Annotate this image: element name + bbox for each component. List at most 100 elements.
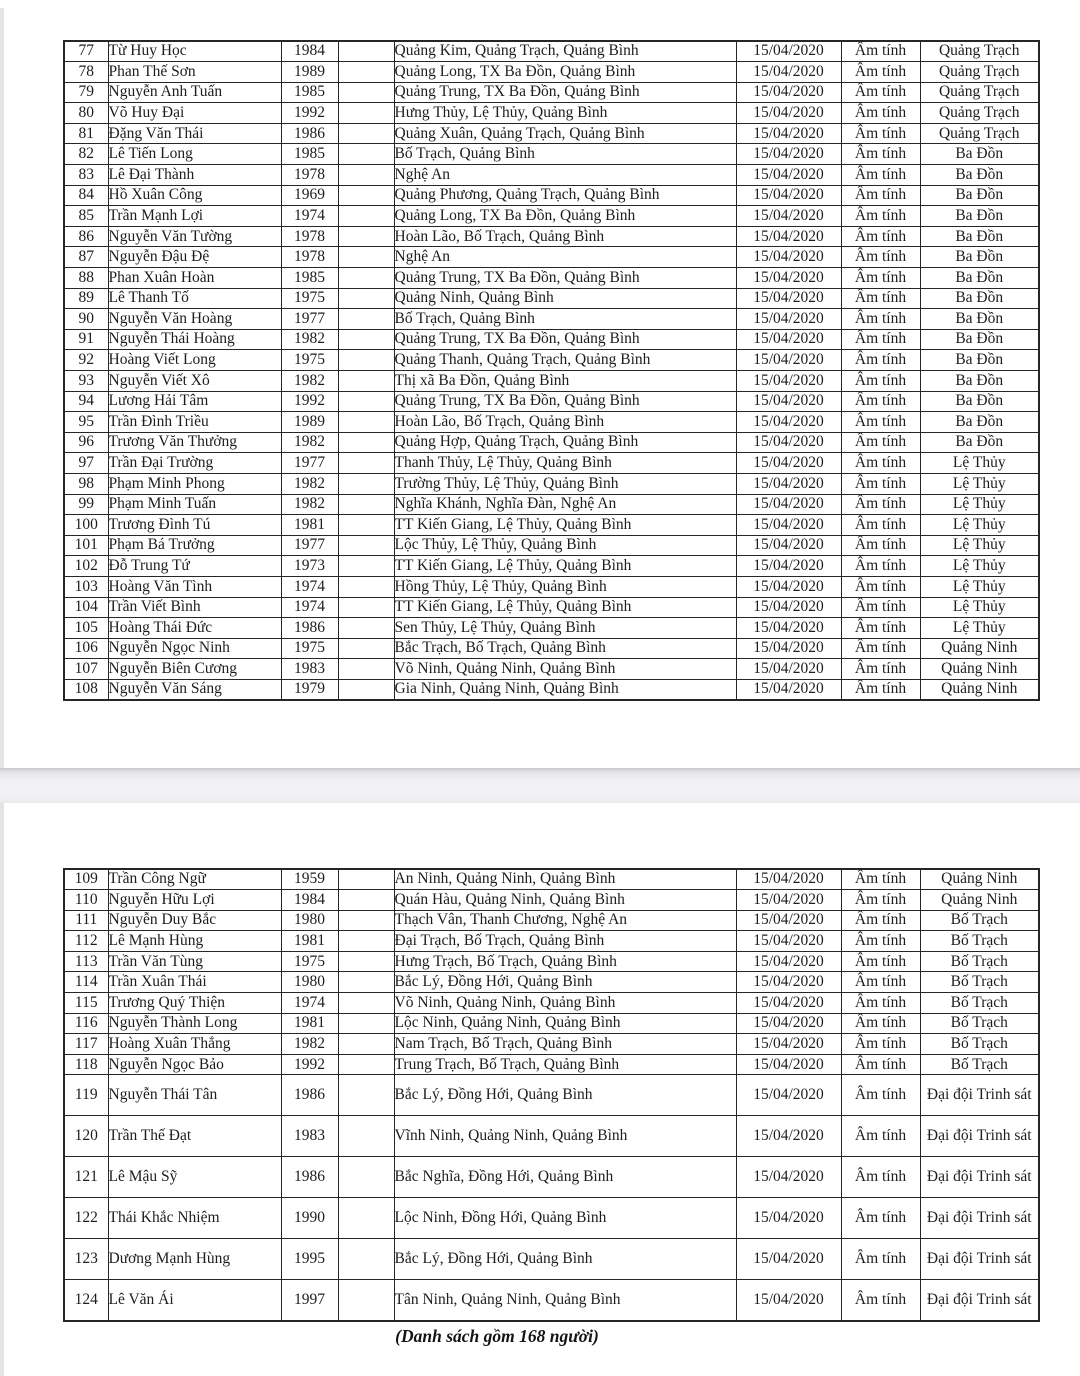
cell-unit: Ba Đồn bbox=[919, 370, 1040, 392]
cell-result: Âm tính bbox=[840, 1074, 921, 1117]
cell-year: 1975 bbox=[280, 349, 339, 371]
cell-address: Bắc Lý, Đồng Hới, Quảng Bình bbox=[393, 1238, 737, 1281]
cell-address: Sen Thủy, Lệ Thủy, Quảng Bình bbox=[393, 617, 737, 639]
cell-stt: 82 bbox=[63, 143, 109, 166]
cell-year: 1975 bbox=[280, 637, 339, 660]
table-row: 92 Hoàng Viết Long 1975 Quảng Thanh, Quảng … bbox=[63, 349, 1040, 371]
table-row: 98 Phạm Minh Phong 1982 Trường Thủy, Lệ Thủ… bbox=[63, 472, 1040, 495]
cell-unit: Ba Đồn bbox=[919, 143, 1040, 166]
cell-stt: 87 bbox=[63, 246, 109, 269]
cell-result: Âm tính bbox=[840, 637, 921, 660]
cell-name: Hoàng Thái Đức bbox=[107, 617, 282, 639]
cell-year: 1985 bbox=[280, 81, 339, 104]
cell-stt: 97 bbox=[63, 452, 109, 474]
cell-unit: Bố Trạch bbox=[919, 1012, 1040, 1035]
cell-empty bbox=[337, 596, 395, 619]
cell-name: Hồ Xuân Công bbox=[107, 184, 282, 207]
cell-unit: Quảng Ninh bbox=[919, 637, 1040, 660]
cell-empty bbox=[337, 514, 395, 536]
table-row: 84 Hồ Xuân Công 1969 Quảng Phương, Quảng Tr… bbox=[63, 184, 1040, 207]
table-row: 117 Hoàng Xuân Thắng 1982 Nam Trạch, Bố Trạ… bbox=[63, 1033, 1040, 1055]
cell-result: Âm tính bbox=[840, 225, 921, 248]
cell-address: An Ninh, Quảng Ninh, Quảng Bình bbox=[393, 868, 737, 891]
cell-result: Âm tính bbox=[840, 930, 921, 952]
cell-date: 15/04/2020 bbox=[735, 287, 842, 310]
cell-year: 1974 bbox=[280, 575, 339, 598]
cell-stt: 99 bbox=[63, 493, 109, 516]
cell-name: Trương Đình Tú bbox=[107, 514, 282, 536]
cell-unit: Quảng Trạch bbox=[919, 102, 1040, 124]
cell-stt: 123 bbox=[63, 1238, 109, 1281]
cell-result: Âm tính bbox=[840, 452, 921, 474]
cell-address: Lộc Ninh, Quảng Ninh, Quảng Bình bbox=[393, 1012, 737, 1035]
table-row: 90 Nguyễn Văn Hoàng 1977 Bố Trạch, Quảng Bì… bbox=[63, 308, 1040, 330]
cell-unit: Lệ Thủy bbox=[919, 514, 1040, 536]
cell-unit: Quảng Trạch bbox=[919, 122, 1040, 145]
cell-address: Quảng Trung, TX Ba Đồn, Quảng Bình bbox=[393, 81, 737, 104]
cell-empty bbox=[337, 81, 395, 104]
cell-name: Nguyễn Biên Cương bbox=[107, 658, 282, 680]
table-row: 88 Phan Xuân Hoàn 1985 Quảng Trung, TX Ba Đ… bbox=[63, 267, 1040, 289]
cell-name: Nguyễn Thái Hoàng bbox=[107, 328, 282, 351]
cell-year: 1974 bbox=[280, 205, 339, 227]
cell-year: 1989 bbox=[280, 411, 339, 433]
table-row: 115 Trương Quý Thiện 1974 Võ Ninh, Quảng Ni… bbox=[63, 992, 1040, 1014]
cell-date: 15/04/2020 bbox=[735, 950, 842, 973]
table-row: 95 Trần Đình Triều 1989 Hoàn Lão, Bố Trạch,… bbox=[63, 411, 1040, 433]
table-row: 82 Lê Tiến Long 1985 Bố Trạch, Quảng Bình 15… bbox=[63, 143, 1040, 166]
cell-date: 15/04/2020 bbox=[735, 164, 842, 186]
cell-year: 1978 bbox=[280, 164, 339, 186]
cell-year: 1992 bbox=[280, 102, 339, 124]
cell-empty bbox=[337, 349, 395, 371]
cell-name: Nguyễn Đậu Đệ bbox=[107, 246, 282, 269]
cell-date: 15/04/2020 bbox=[735, 930, 842, 952]
cell-date: 15/04/2020 bbox=[735, 1053, 842, 1076]
cell-empty bbox=[337, 1074, 395, 1117]
cell-year: 1986 bbox=[280, 617, 339, 639]
cell-address: Quảng Thanh, Quảng Trạch, Quảng Bình bbox=[393, 349, 737, 371]
cell-address: Quảng Ninh, Quảng Bình bbox=[393, 287, 737, 310]
cell-result: Âm tính bbox=[840, 1197, 921, 1240]
cell-stt: 85 bbox=[63, 205, 109, 227]
cell-result: Âm tính bbox=[840, 575, 921, 598]
cell-empty bbox=[337, 267, 395, 289]
cell-result: Âm tính bbox=[840, 889, 921, 911]
cell-year: 1983 bbox=[280, 658, 339, 680]
cell-name: Nguyễn Duy Bắc bbox=[107, 909, 282, 932]
cell-name: Nguyễn Thành Long bbox=[107, 1012, 282, 1035]
cell-address: Nghệ An bbox=[393, 164, 737, 186]
cell-date: 15/04/2020 bbox=[735, 596, 842, 619]
cell-unit: Bố Trạch bbox=[919, 930, 1040, 952]
cell-unit: Đại đội Trinh sát bbox=[919, 1115, 1040, 1158]
cell-name: Lê Mạnh Hùng bbox=[107, 930, 282, 952]
cell-stt: 118 bbox=[63, 1053, 109, 1076]
cell-address: Tân Ninh, Quảng Ninh, Quảng Bình bbox=[393, 1279, 737, 1322]
cell-empty bbox=[337, 1238, 395, 1281]
cell-stt: 83 bbox=[63, 164, 109, 186]
cell-name: Hoàng Văn Tình bbox=[107, 575, 282, 598]
table-row: 109 Trần Công Ngữ 1959 An Ninh, Quảng Ninh,… bbox=[63, 868, 1040, 891]
cell-address: Nghĩa Khánh, Nghĩa Đàn, Nghệ An bbox=[393, 493, 737, 516]
table-row: 91 Nguyễn Thái Hoàng 1982 Quảng Trung, TX B… bbox=[63, 328, 1040, 351]
cell-stt: 115 bbox=[63, 992, 109, 1014]
cell-unit: Bố Trạch bbox=[919, 1033, 1040, 1055]
cell-address: Nam Trạch, Bố Trạch, Quảng Bình bbox=[393, 1033, 737, 1055]
table-row: 99 Phạm Minh Tuấn 1982 Nghĩa Khánh, Nghĩa Đ… bbox=[63, 493, 1040, 516]
cell-date: 15/04/2020 bbox=[735, 349, 842, 371]
table-row: 89 Lê Thanh Tố 1975 Quảng Ninh, Quảng Bình 1… bbox=[63, 287, 1040, 310]
cell-unit: Ba Đồn bbox=[919, 184, 1040, 207]
cell-address: Bố Trạch, Quảng Bình bbox=[393, 308, 737, 330]
cell-year: 1989 bbox=[280, 61, 339, 83]
cell-stt: 86 bbox=[63, 225, 109, 248]
cell-result: Âm tính bbox=[840, 909, 921, 932]
cell-empty bbox=[337, 889, 395, 911]
cell-unit: Lệ Thủy bbox=[919, 555, 1040, 577]
cell-date: 15/04/2020 bbox=[735, 225, 842, 248]
cell-unit: Bố Trạch bbox=[919, 992, 1040, 1014]
cell-date: 15/04/2020 bbox=[735, 122, 842, 145]
cell-unit: Lệ Thủy bbox=[919, 534, 1040, 557]
cell-stt: 95 bbox=[63, 411, 109, 433]
cell-stt: 121 bbox=[63, 1156, 109, 1199]
cell-empty bbox=[337, 1156, 395, 1199]
table-row: 87 Nguyễn Đậu Đệ 1978 Nghệ An 15/04/2020 Âm t… bbox=[63, 246, 1040, 269]
